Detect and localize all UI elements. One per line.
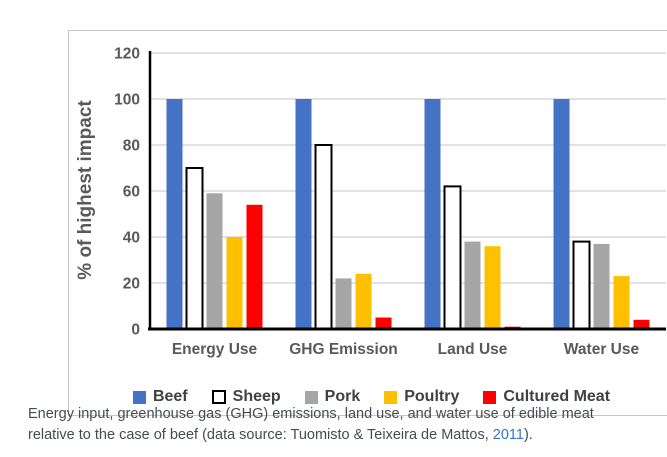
legend-item-sheep: Sheep <box>211 388 281 406</box>
legend-swatch-cultured-meat <box>483 390 497 404</box>
legend-label: Sheep <box>232 388 281 405</box>
y-tick-label: 80 <box>123 138 140 155</box>
legend-label: Cultured Meat <box>503 388 611 405</box>
legend-swatch-beef <box>132 390 146 404</box>
legend-label: Poultry <box>404 388 460 405</box>
bar-beef-water-use <box>553 99 570 329</box>
x-category-label: Energy Use <box>172 341 258 358</box>
chart-figure: % of highest impact 0 20 40 60 80 100 120 Energ… <box>68 30 667 416</box>
legend-swatch-pork <box>304 390 318 404</box>
bar-poultry-energy-use <box>226 237 243 329</box>
bar-cultured-meat-water-use <box>633 319 650 329</box>
y-tick-label: 20 <box>123 276 140 293</box>
y-tick-label: 60 <box>123 184 140 201</box>
x-category-label: Land Use <box>438 341 508 358</box>
bar-poultry-water-use <box>613 276 630 329</box>
bar-chart-plot: 0 20 40 60 80 100 120 Energy Use GHG Emission Lan… <box>114 46 666 358</box>
chart-legend: Beef Sheep Pork Poultry Cultured Meat <box>69 388 667 406</box>
caption-text-end: ). <box>523 426 533 443</box>
bar-sheep-water-use <box>572 240 591 331</box>
caption-text: Energy input, greenhouse gas (GHG) emiss… <box>28 406 594 443</box>
bar-beef-energy-use <box>166 99 183 329</box>
bar-sheep-land-use <box>443 185 462 330</box>
y-tick-label: 0 <box>131 322 140 339</box>
y-tick-label: 100 <box>114 92 140 109</box>
bar-pork-ghg-emission <box>335 278 352 329</box>
bar-cultured-meat-ghg-emission <box>375 317 392 329</box>
bar-pork-energy-use <box>206 193 223 329</box>
bar-pork-water-use <box>593 243 610 329</box>
legend-item-poultry: Poultry <box>384 388 459 406</box>
bar-beef-ghg-emission <box>295 99 312 329</box>
legend-item-pork: Pork <box>304 388 361 406</box>
legend-swatch-poultry <box>384 390 398 404</box>
bar-sheep-ghg-emission <box>314 144 333 330</box>
x-category-label: Water Use <box>564 341 640 358</box>
figure-caption: Energy input, greenhouse gas (GHG) emiss… <box>28 404 632 445</box>
bar-pork-land-use <box>464 241 481 329</box>
legend-label: Pork <box>324 388 361 405</box>
legend-item-beef: Beef <box>132 388 188 406</box>
x-category-label: GHG Emission <box>289 341 398 358</box>
legend-item-cultured-meat: Cultured Meat <box>483 388 610 406</box>
bar-poultry-land-use <box>484 246 501 329</box>
bar-beef-land-use <box>424 99 441 329</box>
bar-sheep-energy-use <box>185 167 204 330</box>
bar-cultured-meat-energy-use <box>246 204 263 329</box>
legend-label: Beef <box>152 388 188 405</box>
y-tick-label: 40 <box>123 230 140 247</box>
bar-poultry-ghg-emission <box>355 273 372 329</box>
caption-year-link[interactable]: 2011 <box>492 426 524 443</box>
legend-swatch-sheep <box>211 390 226 404</box>
y-tick-label: 120 <box>114 46 140 63</box>
